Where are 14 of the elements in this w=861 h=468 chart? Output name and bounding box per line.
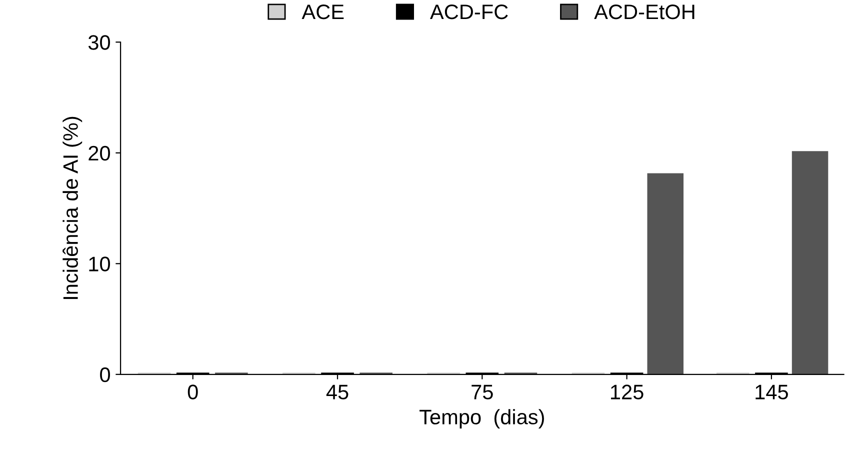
legend-label: ACE [302,4,344,20]
legend-label: ACD-EtOH [594,4,694,20]
x-axis-title: Tempo (dias) [420,409,544,429]
y-axis-title: Incidência de AI (%) [62,116,82,299]
x-tick-label: 145 [756,384,788,400]
x-tick-label: 45 [326,384,348,400]
x-tick-label: 0 [188,384,198,400]
x-tick-label: 125 [611,384,644,400]
x-tick-label: 75 [472,384,493,400]
y-tick-label: 0 [100,367,110,382]
legend-label: ACD-FC [430,4,508,20]
y-tick-label: 20 [88,146,110,161]
y-tick-label: 10 [89,256,110,272]
y-tick-label: 30 [88,35,110,50]
